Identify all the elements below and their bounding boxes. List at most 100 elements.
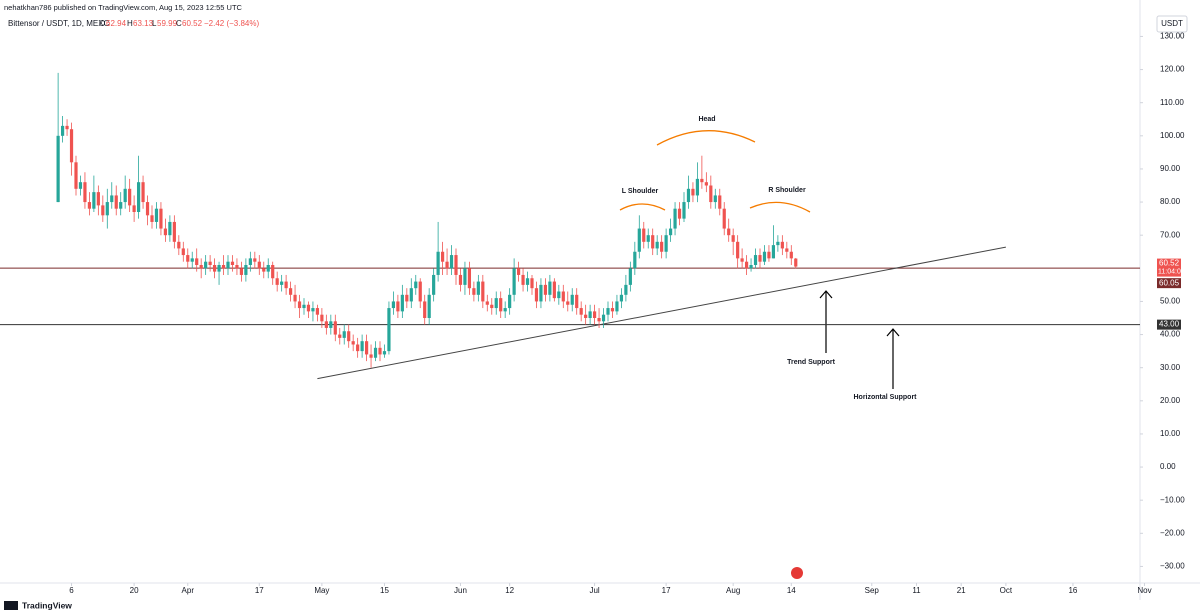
candle-body — [516, 268, 521, 275]
candle-body — [257, 261, 261, 269]
y-tick-label: 20.00 — [1160, 396, 1181, 405]
y-tick-label: 120.00 — [1160, 65, 1185, 74]
candle-body — [758, 255, 762, 262]
candle-body — [709, 185, 713, 203]
candle-body — [744, 261, 749, 269]
candle-body — [615, 301, 619, 312]
candle-body — [347, 331, 351, 342]
candle-body — [722, 208, 726, 229]
candle-body — [660, 241, 664, 252]
y-tick-label: 70.00 — [1160, 230, 1181, 239]
candle-body — [785, 248, 789, 252]
candle-body — [159, 208, 163, 229]
l-shoulder-arc — [619, 203, 666, 211]
currency-box[interactable] — [1156, 15, 1188, 33]
candle-body — [472, 288, 476, 295]
y-tick-label: 110.00 — [1160, 98, 1184, 107]
candle-body — [624, 284, 628, 295]
x-tick-label: 20 — [130, 586, 139, 595]
h-label: H — [127, 19, 133, 28]
candle-body — [217, 265, 221, 272]
candle-body — [485, 301, 489, 305]
candle-body — [454, 255, 458, 275]
candle-body — [163, 228, 168, 236]
y-tick-label: 0.00 — [1160, 462, 1176, 471]
last-price-box — [1157, 258, 1181, 277]
logo-mark — [4, 601, 18, 610]
candle-body — [521, 274, 525, 285]
price-line-label: 60.05 — [1159, 278, 1180, 287]
candle-body — [418, 281, 422, 302]
candle-body — [606, 308, 610, 315]
candle-body — [297, 301, 302, 309]
candle-body — [682, 202, 686, 219]
candle-body — [668, 228, 673, 236]
candle-body — [405, 294, 409, 302]
x-tick-label: Sep — [865, 586, 880, 595]
candle-body — [409, 288, 413, 302]
currency[interactable]: USDT — [1161, 19, 1183, 28]
candle-body — [552, 281, 556, 299]
candle-body — [83, 182, 87, 203]
candle-body — [110, 195, 114, 203]
candle-body — [557, 291, 561, 299]
candle-body — [749, 265, 753, 269]
candle-body — [181, 248, 185, 256]
candle-body — [512, 268, 516, 295]
change: −2.42 (−3.84%) — [204, 19, 259, 28]
candle-body — [56, 135, 60, 203]
candle-body — [177, 241, 181, 249]
candle-body — [293, 294, 297, 302]
candle-body — [771, 245, 776, 259]
h-value: 63.13 — [133, 19, 154, 28]
candle-body — [499, 298, 503, 312]
x-tick-label: Jul — [589, 586, 599, 595]
candle-body — [65, 125, 69, 130]
candle-body — [324, 321, 328, 328]
candle-body — [329, 321, 333, 328]
candle-body — [664, 235, 668, 252]
y-tick-label: −20.00 — [1160, 528, 1185, 537]
brand: TradingView — [22, 600, 72, 610]
candle-body — [655, 241, 659, 249]
l-value: 59.99 — [157, 19, 178, 28]
candle-body — [132, 205, 136, 212]
y-tick-label: 30.00 — [1160, 363, 1181, 372]
candle-body — [633, 251, 637, 269]
event-flag[interactable] — [791, 567, 803, 579]
candle-body — [423, 301, 427, 318]
candle-body — [789, 251, 793, 259]
last-price-label: 60.52 — [1159, 259, 1180, 268]
candle-body — [449, 255, 454, 269]
candle-body — [646, 235, 650, 242]
candle-body — [731, 235, 735, 242]
candle-body — [713, 195, 717, 203]
candle-body — [619, 294, 624, 302]
candle-body — [141, 182, 145, 203]
candle-body — [476, 281, 480, 295]
x-tick-label: 6 — [69, 586, 74, 595]
candle-body — [248, 258, 252, 265]
candle-body — [356, 344, 360, 352]
candle-body — [128, 188, 132, 206]
candle-body — [364, 341, 369, 355]
candle-body — [204, 261, 208, 269]
candle-body — [87, 202, 92, 209]
candle-body — [575, 294, 579, 309]
candle-body — [740, 258, 744, 262]
candle-body — [271, 265, 275, 279]
candle-body — [320, 314, 324, 322]
arrows — [819, 290, 900, 389]
candle-body — [566, 301, 570, 305]
annotation: L Shoulder — [622, 188, 659, 195]
candle-body — [432, 274, 436, 295]
candle-body — [597, 318, 601, 322]
candle-body — [280, 281, 284, 285]
candle-body — [190, 258, 194, 262]
candle-body — [440, 251, 445, 262]
candle-body — [677, 208, 682, 219]
candle-body — [691, 188, 695, 196]
candle-body — [445, 261, 449, 269]
candle-body — [333, 321, 337, 335]
